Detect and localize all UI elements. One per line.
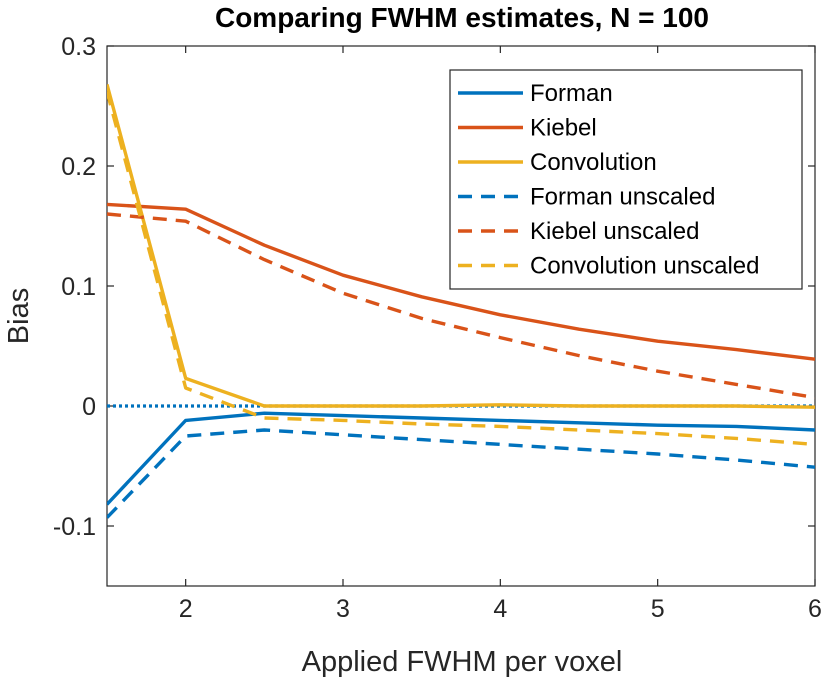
- legend-label-forman-unscaled: Forman unscaled: [530, 184, 715, 211]
- y-tick-label: 0.1: [61, 273, 96, 301]
- x-tick-label: 6: [808, 595, 822, 623]
- plot-area: 2 3 4 5 6 -0.1 0 0.1 0.2 0.3: [53, 33, 822, 623]
- x-axis-label: Applied FWHM per voxel: [302, 646, 623, 678]
- series-line-convolution: [107, 83, 815, 409]
- x-tick-label: 3: [336, 595, 350, 623]
- legend-label-forman: Forman: [530, 80, 613, 107]
- y-tick-label: 0: [82, 393, 96, 421]
- y-tick-label: 0.2: [61, 153, 96, 181]
- series-line-convolution-unscaled: [107, 91, 815, 447]
- series-line-kiebel-unscaled: [107, 212, 815, 400]
- y-tick-label: -0.1: [53, 513, 96, 541]
- axes-box: [106, 45, 816, 587]
- x-tick-label: 5: [651, 595, 665, 623]
- y-axis-label: Bias: [3, 288, 35, 344]
- chart-title: Comparing FWHM estimates, N = 100: [215, 2, 709, 33]
- legend-box: [449, 69, 803, 290]
- series-line-kiebel: [107, 202, 815, 361]
- x-tick-label: 2: [179, 595, 193, 623]
- legend: Forman Kiebel Convolution Forman unscaled Ki…: [449, 69, 803, 290]
- legend-label-convolution-unscaled: Convolution unscaled: [530, 253, 760, 280]
- legend-label-kiebel: Kiebel: [530, 115, 597, 142]
- legend-label-kiebel-unscaled: Kiebel unscaled: [530, 218, 699, 245]
- y-tick-label: 0.3: [61, 33, 96, 61]
- series-line-forman-unscaled: [107, 428, 815, 519]
- series-line-forman: [107, 411, 815, 506]
- x-tick-label: 4: [493, 595, 507, 623]
- legend-label-convolution: Convolution: [530, 149, 657, 176]
